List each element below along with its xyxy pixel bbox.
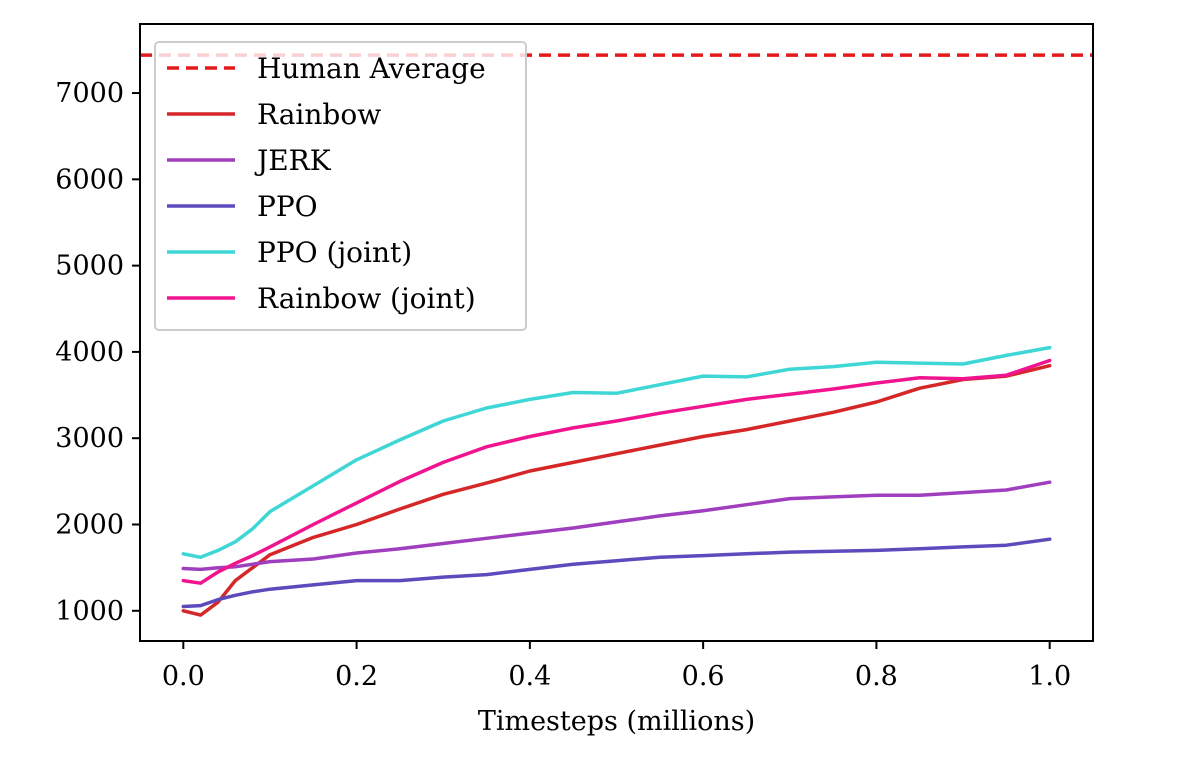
y-tick-label: 4000 <box>55 337 124 368</box>
legend-box <box>154 41 527 331</box>
series-line-ppo <box>181 537 1052 609</box>
legend-label: Rainbow (joint) <box>257 282 476 315</box>
x-tick-label: 1.0 <box>1028 661 1071 692</box>
series-line-jerk <box>181 480 1052 572</box>
legend-label: Rainbow <box>257 98 381 131</box>
plot-frame <box>139 23 1094 642</box>
x-axis-label: Timesteps (millions) <box>478 706 755 737</box>
y-tick-label: 5000 <box>55 251 124 282</box>
y-axis: 1000 2000 3000 4000 5000 6000 7000 <box>55 78 140 627</box>
series-line-ppo-joint <box>181 345 1052 560</box>
y-tick-label: 3000 <box>55 423 124 454</box>
x-tick-label: 0.2 <box>335 661 378 692</box>
legend-label: PPO <box>257 190 318 223</box>
x-axis: 0.0 0.2 0.4 0.6 0.8 1.0 <box>162 641 1071 692</box>
legend: Human Average Rainbow JERK PPO PPO (joint) Ra… <box>154 41 527 331</box>
series-line-rainbow <box>181 363 1052 617</box>
legend-label: PPO (joint) <box>257 236 412 269</box>
legend-label: JERK <box>254 144 332 177</box>
y-tick-label: 1000 <box>55 596 124 627</box>
series-line-rainbow-joint <box>181 358 1052 585</box>
y-tick-label: 6000 <box>55 164 124 195</box>
legend-label: Human Average <box>257 52 486 85</box>
y-tick-label: 2000 <box>55 510 124 541</box>
x-tick-label: 0.6 <box>682 661 725 692</box>
x-tick-label: 0.8 <box>855 661 898 692</box>
y-tick-label: 7000 <box>55 78 124 109</box>
x-tick-label: 0.4 <box>508 661 551 692</box>
x-tick-label: 0.0 <box>162 661 205 692</box>
